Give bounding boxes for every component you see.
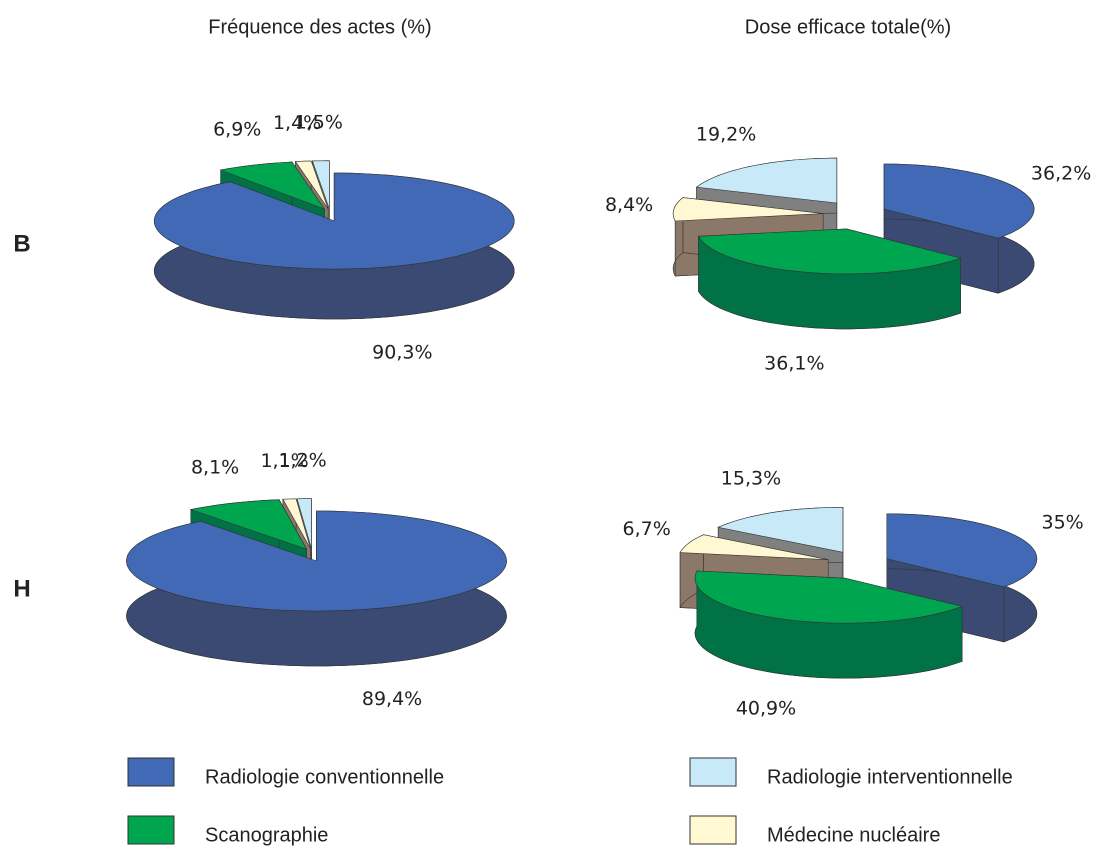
value-label: 15,3%: [721, 468, 781, 490]
legend-swatch: [127, 815, 175, 845]
value-label: 1,5%: [295, 111, 343, 133]
value-label: 1,2%: [278, 449, 326, 471]
legend-label: Radiologie interventionnelle: [767, 766, 1013, 788]
legend-label: Scanographie: [205, 824, 328, 846]
value-label: 8,4%: [605, 194, 653, 216]
slice-top: [886, 513, 1038, 588]
value-label: 6,7%: [623, 518, 671, 540]
slice-top: [296, 498, 312, 549]
slice-top: [694, 570, 964, 624]
legend-swatch: [689, 815, 737, 845]
pie-slice: [883, 163, 1035, 294]
slice-top: [189, 499, 308, 550]
slice-top: [294, 160, 329, 209]
value-label: 6,9%: [213, 118, 261, 140]
value-label: 89,4%: [362, 688, 422, 710]
slice-top: [883, 163, 1035, 239]
slice-top: [695, 157, 838, 204]
value-label: 19,2%: [696, 123, 756, 145]
value-label: 35%: [1042, 511, 1084, 533]
pie-slice: [126, 510, 507, 667]
slice-top: [219, 161, 326, 210]
value-label: 8,1%: [191, 457, 239, 479]
value-label: 1,1%: [260, 450, 308, 472]
legend-label: Radiologie conventionnelle: [205, 766, 444, 788]
legend-swatch: [127, 757, 175, 787]
value-label: 1,4%: [273, 112, 321, 134]
column-title: Fréquence des actes (%): [208, 16, 431, 38]
slice-top: [126, 510, 507, 612]
pie-slice: [694, 570, 964, 679]
value-label: 36,1%: [764, 352, 824, 374]
slice-top: [672, 197, 824, 222]
pie-slice: [886, 513, 1038, 643]
value-label: 40,9%: [736, 698, 796, 720]
slice-top: [717, 506, 844, 553]
row-label: B: [13, 230, 30, 257]
slice-top: [153, 172, 515, 270]
value-label: 90,3%: [372, 341, 432, 363]
row-label: H: [13, 575, 30, 602]
slice-top: [697, 228, 962, 275]
slice-top: [679, 534, 829, 560]
slice-top: [282, 498, 311, 549]
legend-swatch: [689, 757, 737, 787]
pie-slice: [697, 228, 962, 330]
column-title: Dose efficace totale(%): [745, 16, 951, 38]
legend-label: Médecine nucléaire: [767, 824, 940, 846]
slice-top: [311, 160, 330, 209]
pie-slice: [153, 172, 515, 320]
value-label: 36,2%: [1031, 163, 1091, 185]
